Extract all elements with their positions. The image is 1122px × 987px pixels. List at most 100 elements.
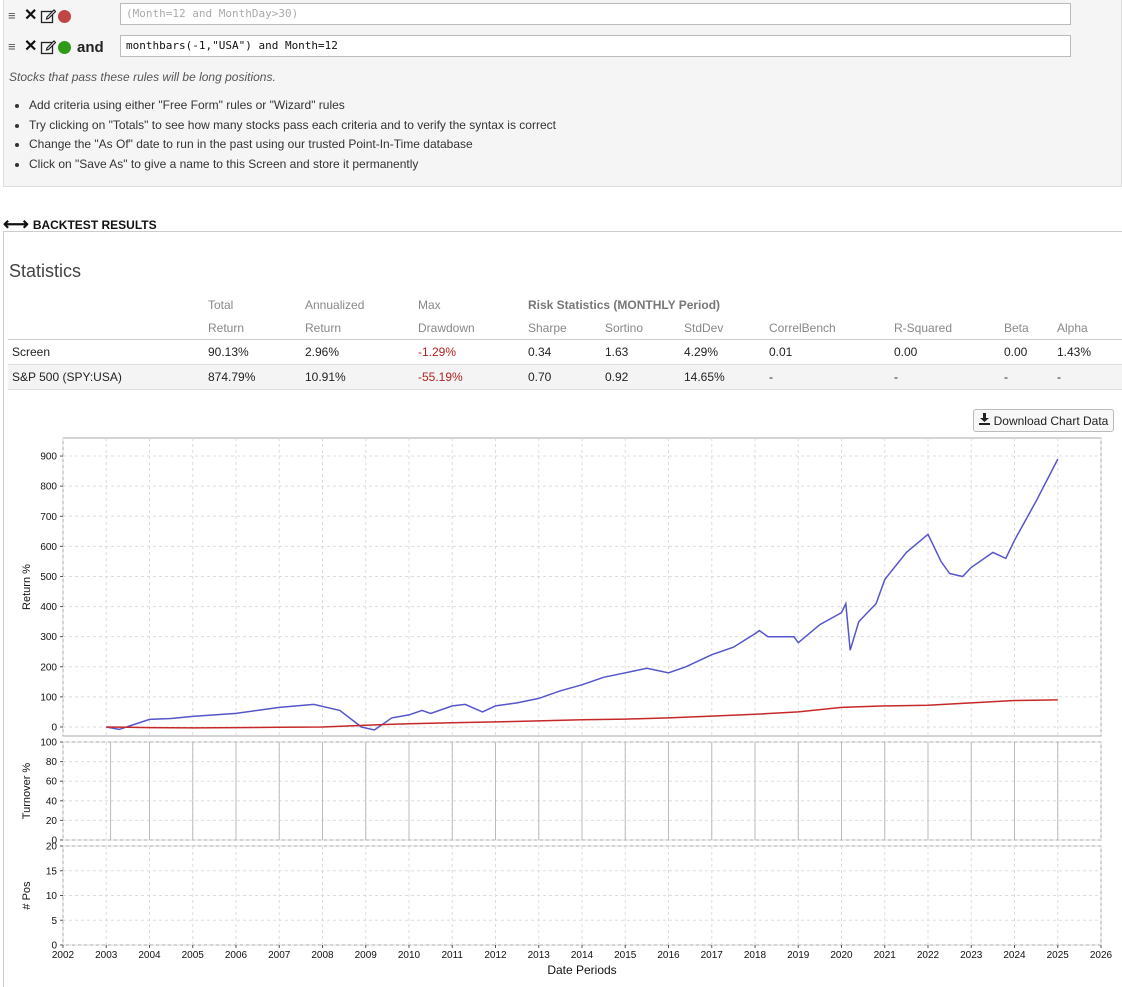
x-axis-label: Date Periods bbox=[547, 963, 616, 977]
stats-cell: -55.19% bbox=[414, 364, 524, 390]
x-tick-label: 2024 bbox=[1003, 950, 1026, 961]
stats-cell: 0.00 bbox=[890, 339, 1000, 365]
rule-row-1: ≡ ✕ bbox=[8, 3, 77, 29]
x-tick-label: 2007 bbox=[268, 950, 291, 961]
edit-icon[interactable] bbox=[40, 8, 57, 24]
rules-panel bbox=[3, 0, 1122, 187]
series-line-s-p-500-spy-usa bbox=[106, 458, 1059, 731]
x-tick-label: 2020 bbox=[830, 950, 853, 961]
x-tick-label: 2019 bbox=[787, 950, 810, 961]
stats-cell: 90.13% bbox=[204, 339, 301, 365]
series-line-screen bbox=[106, 699, 1058, 729]
y-tick-label: 300 bbox=[40, 632, 57, 643]
tips-list: Add criteria using either "Free Form" ru… bbox=[12, 96, 556, 174]
y-tick-label: 5 bbox=[51, 916, 57, 927]
statistics-title: Statistics bbox=[9, 261, 82, 281]
download-button-label: Download Chart Data bbox=[993, 413, 1109, 428]
tip-item: Change the "As Of" date to run in the pa… bbox=[29, 135, 556, 155]
x-tick-label: 2011 bbox=[441, 950, 463, 961]
rule-connector-label: and bbox=[77, 38, 104, 56]
y-tick-label: 500 bbox=[40, 572, 57, 583]
y-tick-label: 0 bbox=[51, 722, 57, 733]
x-tick-label: 2022 bbox=[917, 950, 940, 961]
delete-icon[interactable]: ✕ bbox=[24, 38, 38, 55]
results-panel bbox=[3, 231, 1122, 987]
drag-handle-icon[interactable]: ≡ bbox=[8, 8, 16, 23]
x-tick-label: 2013 bbox=[528, 950, 551, 961]
stats-header: Return bbox=[204, 316, 301, 340]
stats-header: Annualized bbox=[305, 297, 365, 312]
rule-status-enabled-icon[interactable] bbox=[58, 40, 71, 54]
stats-cell: 4.29% bbox=[680, 339, 765, 365]
y-tick-label: 900 bbox=[40, 452, 57, 463]
x-tick-label: 2002 bbox=[52, 950, 75, 961]
tip-item: Try clicking on "Totals" to see how many… bbox=[29, 116, 556, 136]
rule-row-2: ≡ ✕ and bbox=[8, 34, 109, 60]
backtest-results-toggle[interactable]: ⟷ BACKTEST RESULTS bbox=[3, 214, 157, 235]
stats-row-benchmark: S&P 500 (SPY:USA) 874.79% 10.91% -55.19%… bbox=[8, 364, 1122, 390]
stats-cell: - bbox=[890, 364, 1000, 390]
stats-header: Sortino bbox=[601, 316, 680, 340]
x-tick-label: 2015 bbox=[614, 950, 637, 961]
x-tick-label: 2003 bbox=[95, 950, 118, 961]
stats-header: Max bbox=[418, 297, 441, 312]
y-tick-label: 100 bbox=[40, 738, 57, 749]
y-tick-label: 400 bbox=[40, 602, 57, 613]
stats-cell: 0.92 bbox=[601, 364, 680, 390]
risk-statistics-header: Risk Statistics (MONTHLY Period) bbox=[528, 297, 721, 312]
stats-cell: -1.29% bbox=[414, 339, 524, 365]
x-tick-label: 2023 bbox=[960, 950, 983, 961]
stats-cell: 0.34 bbox=[524, 339, 601, 365]
rule-expression-input-1[interactable]: (Month=12 and MonthDay>30) bbox=[120, 3, 1071, 25]
y-tick-label: 800 bbox=[40, 482, 57, 493]
statistics-table: Total Annualized Max Risk Statistics (MO… bbox=[8, 293, 1122, 390]
stats-cell: 1.63 bbox=[601, 339, 680, 365]
y-tick-label: 15 bbox=[46, 866, 58, 877]
stats-header: CorrelBench bbox=[765, 316, 890, 340]
y-tick-label: 0 bbox=[51, 941, 57, 952]
stats-cell: 10.91% bbox=[301, 364, 414, 390]
stats-header: Return bbox=[301, 316, 414, 340]
x-tick-label: 2005 bbox=[182, 950, 205, 961]
x-tick-label: 2012 bbox=[484, 950, 507, 961]
stats-header: Drawdown bbox=[414, 316, 524, 340]
stats-cell: 0.00 bbox=[1000, 339, 1053, 365]
stats-cell: 874.79% bbox=[204, 364, 301, 390]
drag-handle-icon[interactable]: ≡ bbox=[8, 39, 16, 54]
y-tick-label: 40 bbox=[46, 796, 58, 807]
stats-header: Beta bbox=[1000, 316, 1053, 340]
x-tick-label: 2017 bbox=[701, 950, 724, 961]
download-icon bbox=[978, 413, 990, 428]
tip-item: Add criteria using either "Free Form" ru… bbox=[29, 96, 556, 116]
stats-header-row-top: Total Annualized Max Risk Statistics (MO… bbox=[8, 293, 1122, 316]
y-tick-label: 200 bbox=[40, 662, 57, 673]
stats-cell: 14.65% bbox=[680, 364, 765, 390]
stats-header: Alpha bbox=[1053, 316, 1122, 340]
x-tick-label: 2021 bbox=[874, 950, 897, 961]
rule-status-disabled-icon[interactable] bbox=[58, 9, 71, 23]
y-tick-label: 700 bbox=[40, 512, 57, 523]
y-tick-label: 100 bbox=[40, 692, 57, 703]
y-tick-label: 600 bbox=[40, 542, 57, 553]
delete-icon[interactable]: ✕ bbox=[24, 7, 38, 24]
y-tick-label: 10 bbox=[46, 891, 58, 902]
stats-header-row: Return Return Drawdown Sharpe Sortino St… bbox=[8, 316, 1122, 340]
x-tick-label: 2014 bbox=[571, 950, 594, 961]
y-tick-label: 0 bbox=[51, 836, 57, 847]
stats-header: Sharpe bbox=[524, 316, 601, 340]
y-axis-label: Return % bbox=[21, 564, 33, 610]
rule-expression-input-2[interactable]: monthbars(-1,"USA") and Month=12 bbox=[120, 35, 1071, 57]
stats-cell: 1.43% bbox=[1053, 339, 1122, 365]
edit-icon[interactable] bbox=[40, 39, 57, 55]
y-tick-label: 20 bbox=[46, 842, 58, 853]
x-tick-label: 2026 bbox=[1090, 950, 1113, 961]
x-tick-label: 2010 bbox=[398, 950, 421, 961]
stats-row-name: Screen bbox=[8, 339, 204, 365]
long-positions-hint: Stocks that pass these rules will be lon… bbox=[9, 70, 276, 84]
x-tick-label: 2004 bbox=[138, 950, 161, 961]
y-axis-label: Turnover % bbox=[21, 763, 33, 820]
download-chart-data-button[interactable]: Download Chart Data bbox=[973, 409, 1114, 432]
x-tick-label: 2025 bbox=[1047, 950, 1070, 961]
x-tick-label: 2006 bbox=[225, 950, 248, 961]
